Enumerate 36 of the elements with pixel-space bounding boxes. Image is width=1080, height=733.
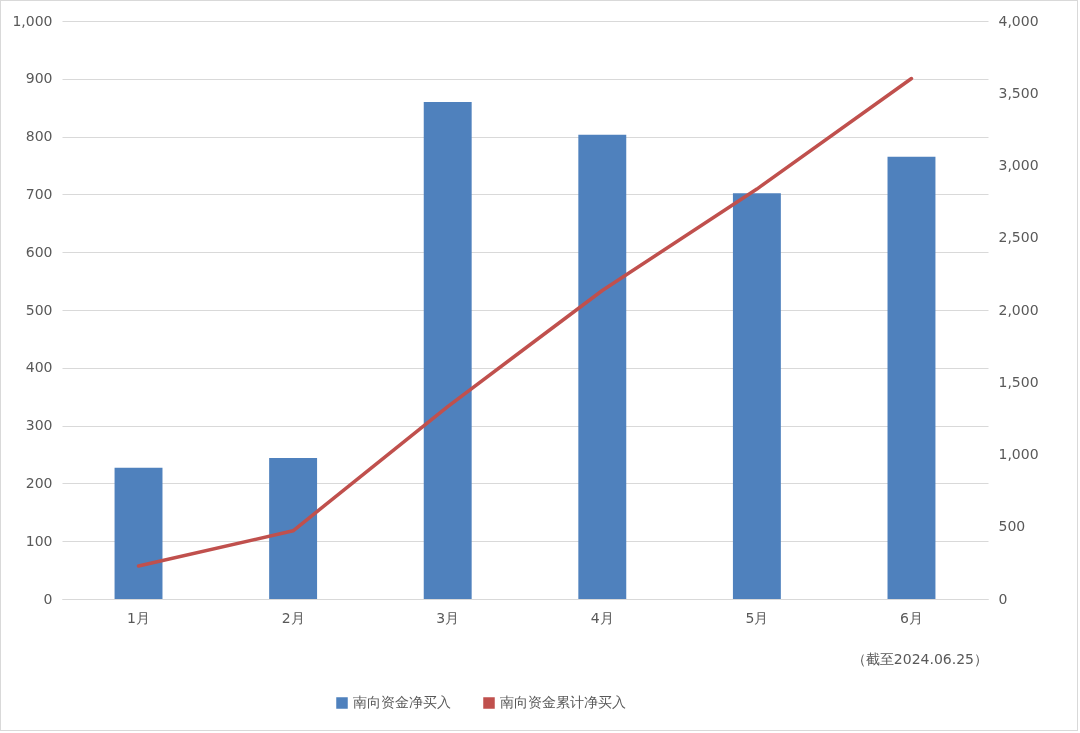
legend-label: 南向资金净买入 [353,694,451,710]
y2-tick-label: 1,500 [998,373,1039,390]
y-tick-label: 1,000 [12,12,53,29]
y-tick-label: 400 [25,359,53,376]
x-tick-label: 2月 [281,609,305,626]
x-tick-label: 1月 [127,609,150,626]
y-tick-label: 500 [25,301,53,318]
y2-tick-label: 3,000 [998,157,1039,173]
bar [732,193,781,599]
y2-tick-label: 0 [998,590,1008,607]
y2-tick-label: 3,500 [998,84,1039,101]
y2-tick-label: 500 [998,518,1026,535]
x-tick-label: 6月 [900,609,923,626]
y2-tick-label: 2,500 [998,229,1039,246]
x-tick-label: 3月 [436,609,460,626]
bar [887,156,936,599]
y-tick-label: 300 [25,417,53,434]
bar [578,134,627,599]
y2-tick-label: 1,000 [998,446,1039,462]
y2-tick-label: 4,000 [998,12,1039,29]
y2-tick-label: 2,000 [998,301,1039,318]
line-series [136,76,914,568]
bar [114,467,163,599]
y-tick-label: 900 [25,70,53,87]
bar [423,101,472,599]
y-tick-label: 200 [25,474,53,491]
legend-label: 南向资金累计净买入 [500,694,626,710]
y-tick-label: 600 [25,243,53,260]
y-tick-label: 700 [25,185,53,202]
x-tick-label: 5月 [745,609,769,626]
x-tick-label: 4月 [590,609,614,626]
y-tick-label: 0 [43,590,53,607]
y-tick-label: 800 [25,128,53,145]
bar [269,457,318,599]
y-tick-label: 100 [25,532,53,549]
text: （截至2024.06.25） [851,651,988,667]
